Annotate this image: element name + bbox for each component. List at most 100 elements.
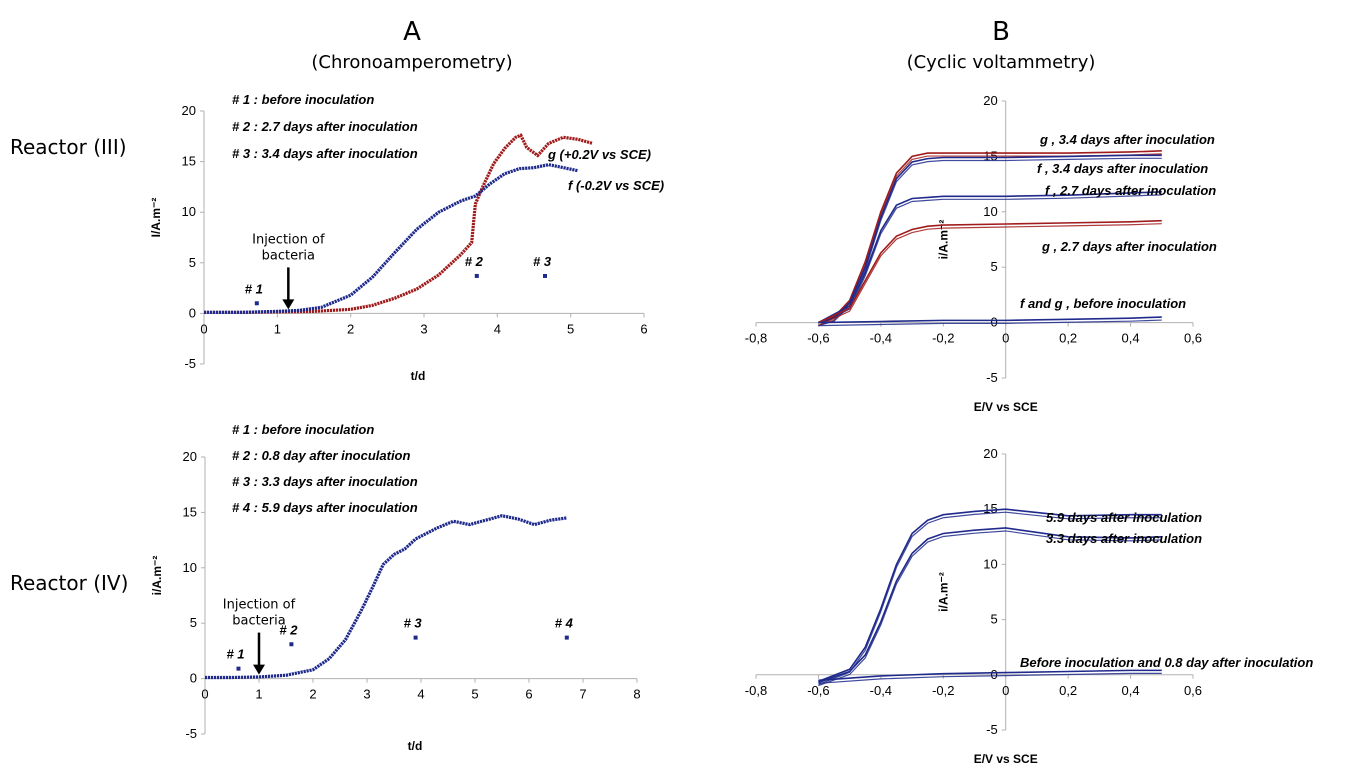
x-tick-label: 0 <box>1002 331 1009 346</box>
x-tick-label: 0 <box>1002 683 1009 698</box>
x-tick-label: 0,6 <box>1184 331 1202 346</box>
y-tick-label: 10 <box>983 204 997 219</box>
injection-label-line2: bacteria <box>262 248 315 263</box>
series-label: g , 2.7 days after inoculation <box>1041 239 1217 254</box>
x-tick-label: -0,6 <box>807 683 829 698</box>
legend-line: # 2 : 2.7 days after inoculation <box>232 119 418 134</box>
series-line-forward <box>818 508 1162 683</box>
legend-line: # 4 : 5.9 days after inoculation <box>232 500 418 515</box>
x-tick-label: 1 <box>255 687 262 702</box>
y-tick-label: 15 <box>182 154 196 169</box>
marker-label: # 1 <box>226 647 244 662</box>
x-tick-label: 5 <box>471 687 478 702</box>
series-line-return <box>818 319 1162 327</box>
y-tick-label: 10 <box>983 556 997 571</box>
x-tick-label: 4 <box>417 687 424 702</box>
x-tick-label: 1 <box>274 321 281 336</box>
series-label: f (-0.2V vs SCE) <box>568 178 664 193</box>
y-tick-label: 0 <box>990 667 997 682</box>
y-tick-label: 5 <box>990 259 997 274</box>
injection-label-line1: Injection of <box>223 598 296 613</box>
col-a-letter: A <box>403 17 421 47</box>
marker-point <box>564 635 569 640</box>
injection-label-line1: Injection of <box>252 232 325 247</box>
series-line-forward <box>818 669 1162 682</box>
marker-label: # 3 <box>404 616 423 631</box>
chart-a-reactor-iv: -5 0 5 10 15 20 0 1 2 3 4 5 6 7 8 t/d i/A.m⁻² # 1 # 2 # 3 # … <box>150 422 641 753</box>
y-tick-label: -5 <box>986 722 998 737</box>
series-label: 3.3 days after inoculation <box>1046 531 1202 546</box>
series-label: f and g , before inoculation <box>1020 296 1186 311</box>
legend-line: # 1 : before inoculation <box>232 92 374 107</box>
x-axis-title: E/V vs SCE <box>974 400 1038 414</box>
marker-point <box>236 666 241 671</box>
x-tick-label: 2 <box>309 687 316 702</box>
y-axis-title: i/A.m⁻² <box>937 572 951 612</box>
x-tick-label: 3 <box>420 321 427 336</box>
series-line-return <box>818 223 1162 327</box>
col-a-subtitle: (Chronoamperometry) <box>311 52 512 73</box>
series-line-forward <box>818 191 1162 324</box>
series-label: f , 3.4 days after inoculation <box>1037 161 1208 176</box>
y-tick-label: 20 <box>983 93 997 108</box>
series-label: g (+0.2V vs SCE) <box>547 147 651 162</box>
chart-a-reactor-iii: -5 0 5 10 15 20 0 1 2 3 4 5 6 t/d I/A.m⁻² g (+0.2V vs S… <box>149 92 664 383</box>
y-tick-label: 5 <box>190 615 197 630</box>
series-label: g , 3.4 days after inoculation <box>1039 132 1215 147</box>
series-line-return <box>818 194 1162 327</box>
x-tick-label: -0,4 <box>870 683 892 698</box>
y-tick-label: 10 <box>183 560 197 575</box>
legend-line: # 3 : 3.3 days after inoculation <box>232 474 418 489</box>
series-label: Before inoculation and 0.8 day after ino… <box>1020 655 1313 670</box>
x-tick-label: 0,2 <box>1059 331 1077 346</box>
x-tick-label: 0,4 <box>1122 683 1140 698</box>
y-tick-label: 5 <box>189 255 196 270</box>
col-b-subtitle: (Cyclic voltammetry) <box>907 52 1096 73</box>
x-tick-label: -0,4 <box>870 331 892 346</box>
series-line-return <box>818 672 1162 684</box>
series-line-forward <box>818 219 1162 324</box>
y-tick-label: 20 <box>182 103 196 118</box>
series-line-forward <box>818 150 1162 324</box>
marker-label: # 4 <box>555 616 574 631</box>
x-tick-label: 0,2 <box>1059 683 1077 698</box>
x-tick-label: 7 <box>579 687 586 702</box>
y-tick-label: -5 <box>185 726 197 741</box>
series-label: f , 2.7 days after inoculation <box>1045 183 1216 198</box>
x-tick-label: -0,8 <box>745 331 767 346</box>
x-tick-label: 0 <box>200 321 207 336</box>
x-tick-label: 0 <box>201 687 208 702</box>
y-axis-title: I/A.m⁻² <box>149 198 163 238</box>
marker-label: # 2 <box>465 254 484 269</box>
y-tick-label: 10 <box>182 204 196 219</box>
y-tick-label: 15 <box>183 504 197 519</box>
legend-line: # 1 : before inoculation <box>232 422 374 437</box>
series-line-forward <box>818 316 1162 324</box>
injection-arrowhead <box>282 299 295 310</box>
x-tick-label: 8 <box>633 687 640 702</box>
marker-point <box>254 301 259 306</box>
series-line-forward <box>818 154 1162 324</box>
x-axis-title: E/V vs SCE <box>974 752 1038 766</box>
x-tick-label: -0,2 <box>932 683 954 698</box>
x-tick-label: 6 <box>640 321 647 336</box>
marker-point <box>413 635 418 640</box>
x-tick-label: 0,4 <box>1122 331 1140 346</box>
x-axis-title: t/d <box>408 739 423 753</box>
row-label-reactor-iv: Reactor (IV) <box>10 571 128 595</box>
x-axis-title: t/d <box>411 369 426 383</box>
y-tick-label: 20 <box>183 449 197 464</box>
marker-point <box>543 273 547 278</box>
y-tick-label: 0 <box>189 305 196 320</box>
series-line-return <box>818 511 1162 685</box>
marker-label: # 1 <box>245 281 263 296</box>
y-axis-title: i/A.m⁻² <box>937 220 951 260</box>
x-tick-label: 5 <box>567 321 574 336</box>
y-tick-label: 0 <box>190 671 197 686</box>
x-tick-label: 0,6 <box>1184 683 1202 698</box>
series-line-return <box>818 530 1162 687</box>
marker-point <box>474 273 479 278</box>
